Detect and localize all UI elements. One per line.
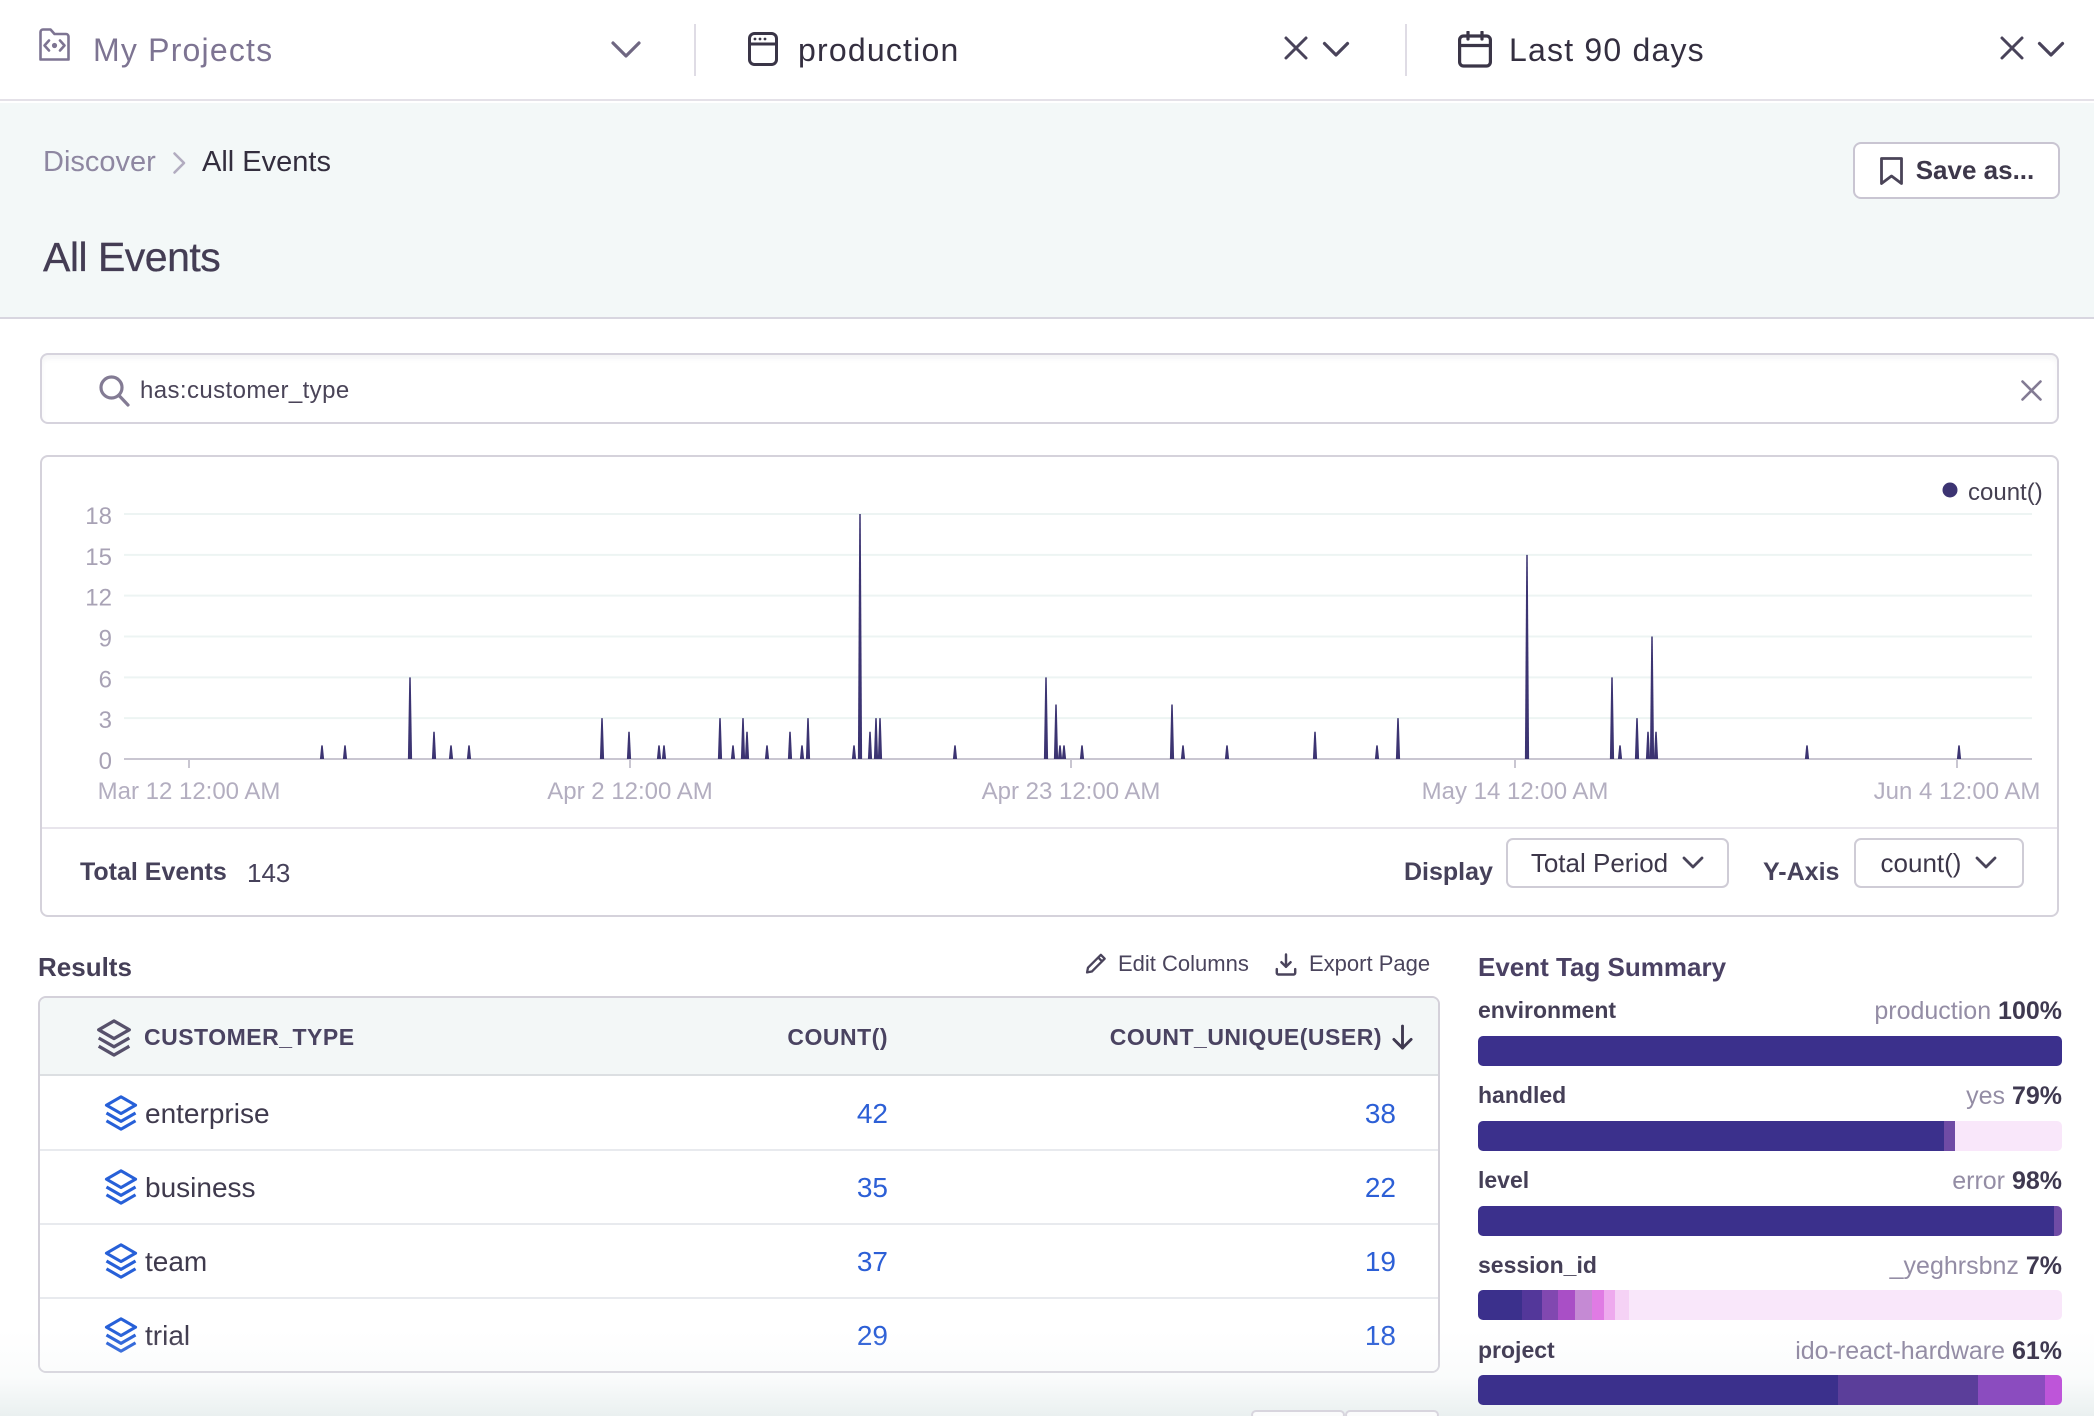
svg-text:May 14 12:00 AM: May 14 12:00 AM [1422, 778, 1609, 805]
svg-text:0: 0 [99, 748, 112, 775]
svg-text:6: 6 [99, 666, 112, 693]
svg-text:18: 18 [85, 503, 112, 530]
svg-text:3: 3 [99, 707, 112, 734]
svg-text:9: 9 [99, 626, 112, 653]
svg-text:15: 15 [85, 544, 112, 571]
svg-text:Apr 2 12:00 AM: Apr 2 12:00 AM [547, 778, 712, 805]
svg-text:Mar 12 12:00 AM: Mar 12 12:00 AM [98, 778, 281, 805]
svg-text:Jun 4 12:00 AM: Jun 4 12:00 AM [1874, 778, 2041, 805]
svg-text:Apr 23 12:00 AM: Apr 23 12:00 AM [982, 778, 1161, 805]
svg-text:count(): count() [1968, 479, 2043, 506]
svg-text:12: 12 [85, 585, 112, 612]
